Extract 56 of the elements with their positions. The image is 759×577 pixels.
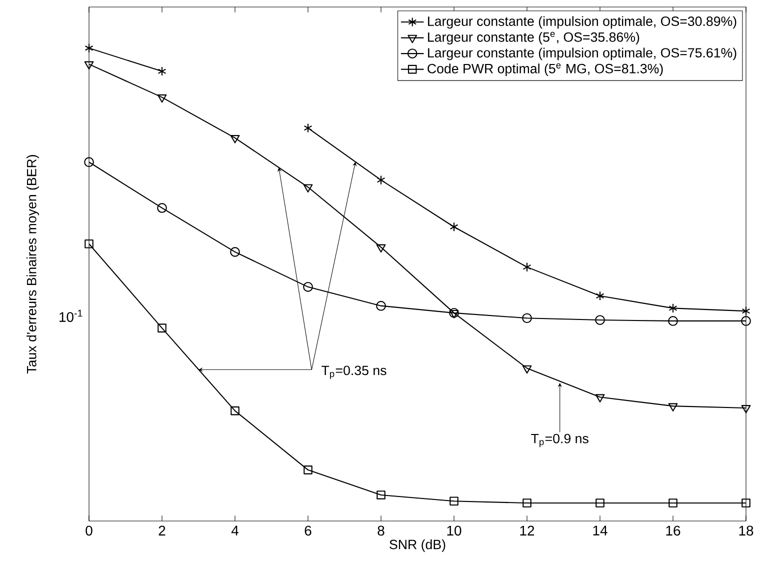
point [376,175,386,185]
x-tick-label: 8 [378,526,384,536]
x-tick-label: 12 [520,526,534,536]
point [230,406,240,416]
annotation: T$_{p}$=0.35 ns [322,366,386,379]
point [742,498,750,508]
y-axis-title: Taux d'erreurs Binaires moyen (BER) [26,155,39,374]
text: 10$^{-1}$ [60,310,82,322]
point [596,291,604,301]
point [741,405,751,414]
point [522,498,532,508]
point [157,94,167,103]
point [303,184,313,192]
x-tick-label: 0 [86,526,92,536]
legend-label: Largeur constante (impulsion optimale, OS=75.61%) [428,48,736,60]
point [157,203,167,213]
point [84,61,94,70]
point [158,66,166,76]
x-axis-title: SNR (dB) [390,539,446,552]
x-tick-label: 2 [158,526,166,536]
legend-label: Largeur constante (impulsion optimale, OS=30.89%) [428,16,736,29]
x-tick-label: 18 [739,526,754,536]
point [84,239,94,248]
point [522,313,532,324]
point [376,490,386,500]
x-tick-label: 16 [666,526,680,536]
point [668,316,678,326]
x-tick-label: 14 [593,526,608,536]
point [668,498,678,508]
legend-label: Largeur constante (5$^{e}$, OS=35.86%) [428,32,640,44]
point [522,365,532,374]
x-tick-label: 10 [447,526,462,536]
point [84,157,94,168]
point [230,246,240,257]
point [450,222,458,232]
point [595,315,605,325]
point [158,324,166,332]
point [596,498,604,508]
point [742,306,750,316]
point [522,262,532,272]
point [304,466,312,474]
legend-label: Code PWR optimal (5$^{e}$ MG, OS=81.3%) [428,63,663,76]
point [668,403,678,412]
annotation: T$_{p}$=0.9 ns [531,434,588,448]
point [304,123,312,133]
point [595,394,605,402]
point [741,316,751,326]
point [450,496,458,506]
point [376,244,386,253]
point [230,135,240,144]
point [376,300,386,311]
x-tick-label: 4 [231,526,238,536]
point [84,43,94,53]
point [668,303,678,313]
point [303,282,313,292]
x-tick-label: 6 [304,526,312,536]
